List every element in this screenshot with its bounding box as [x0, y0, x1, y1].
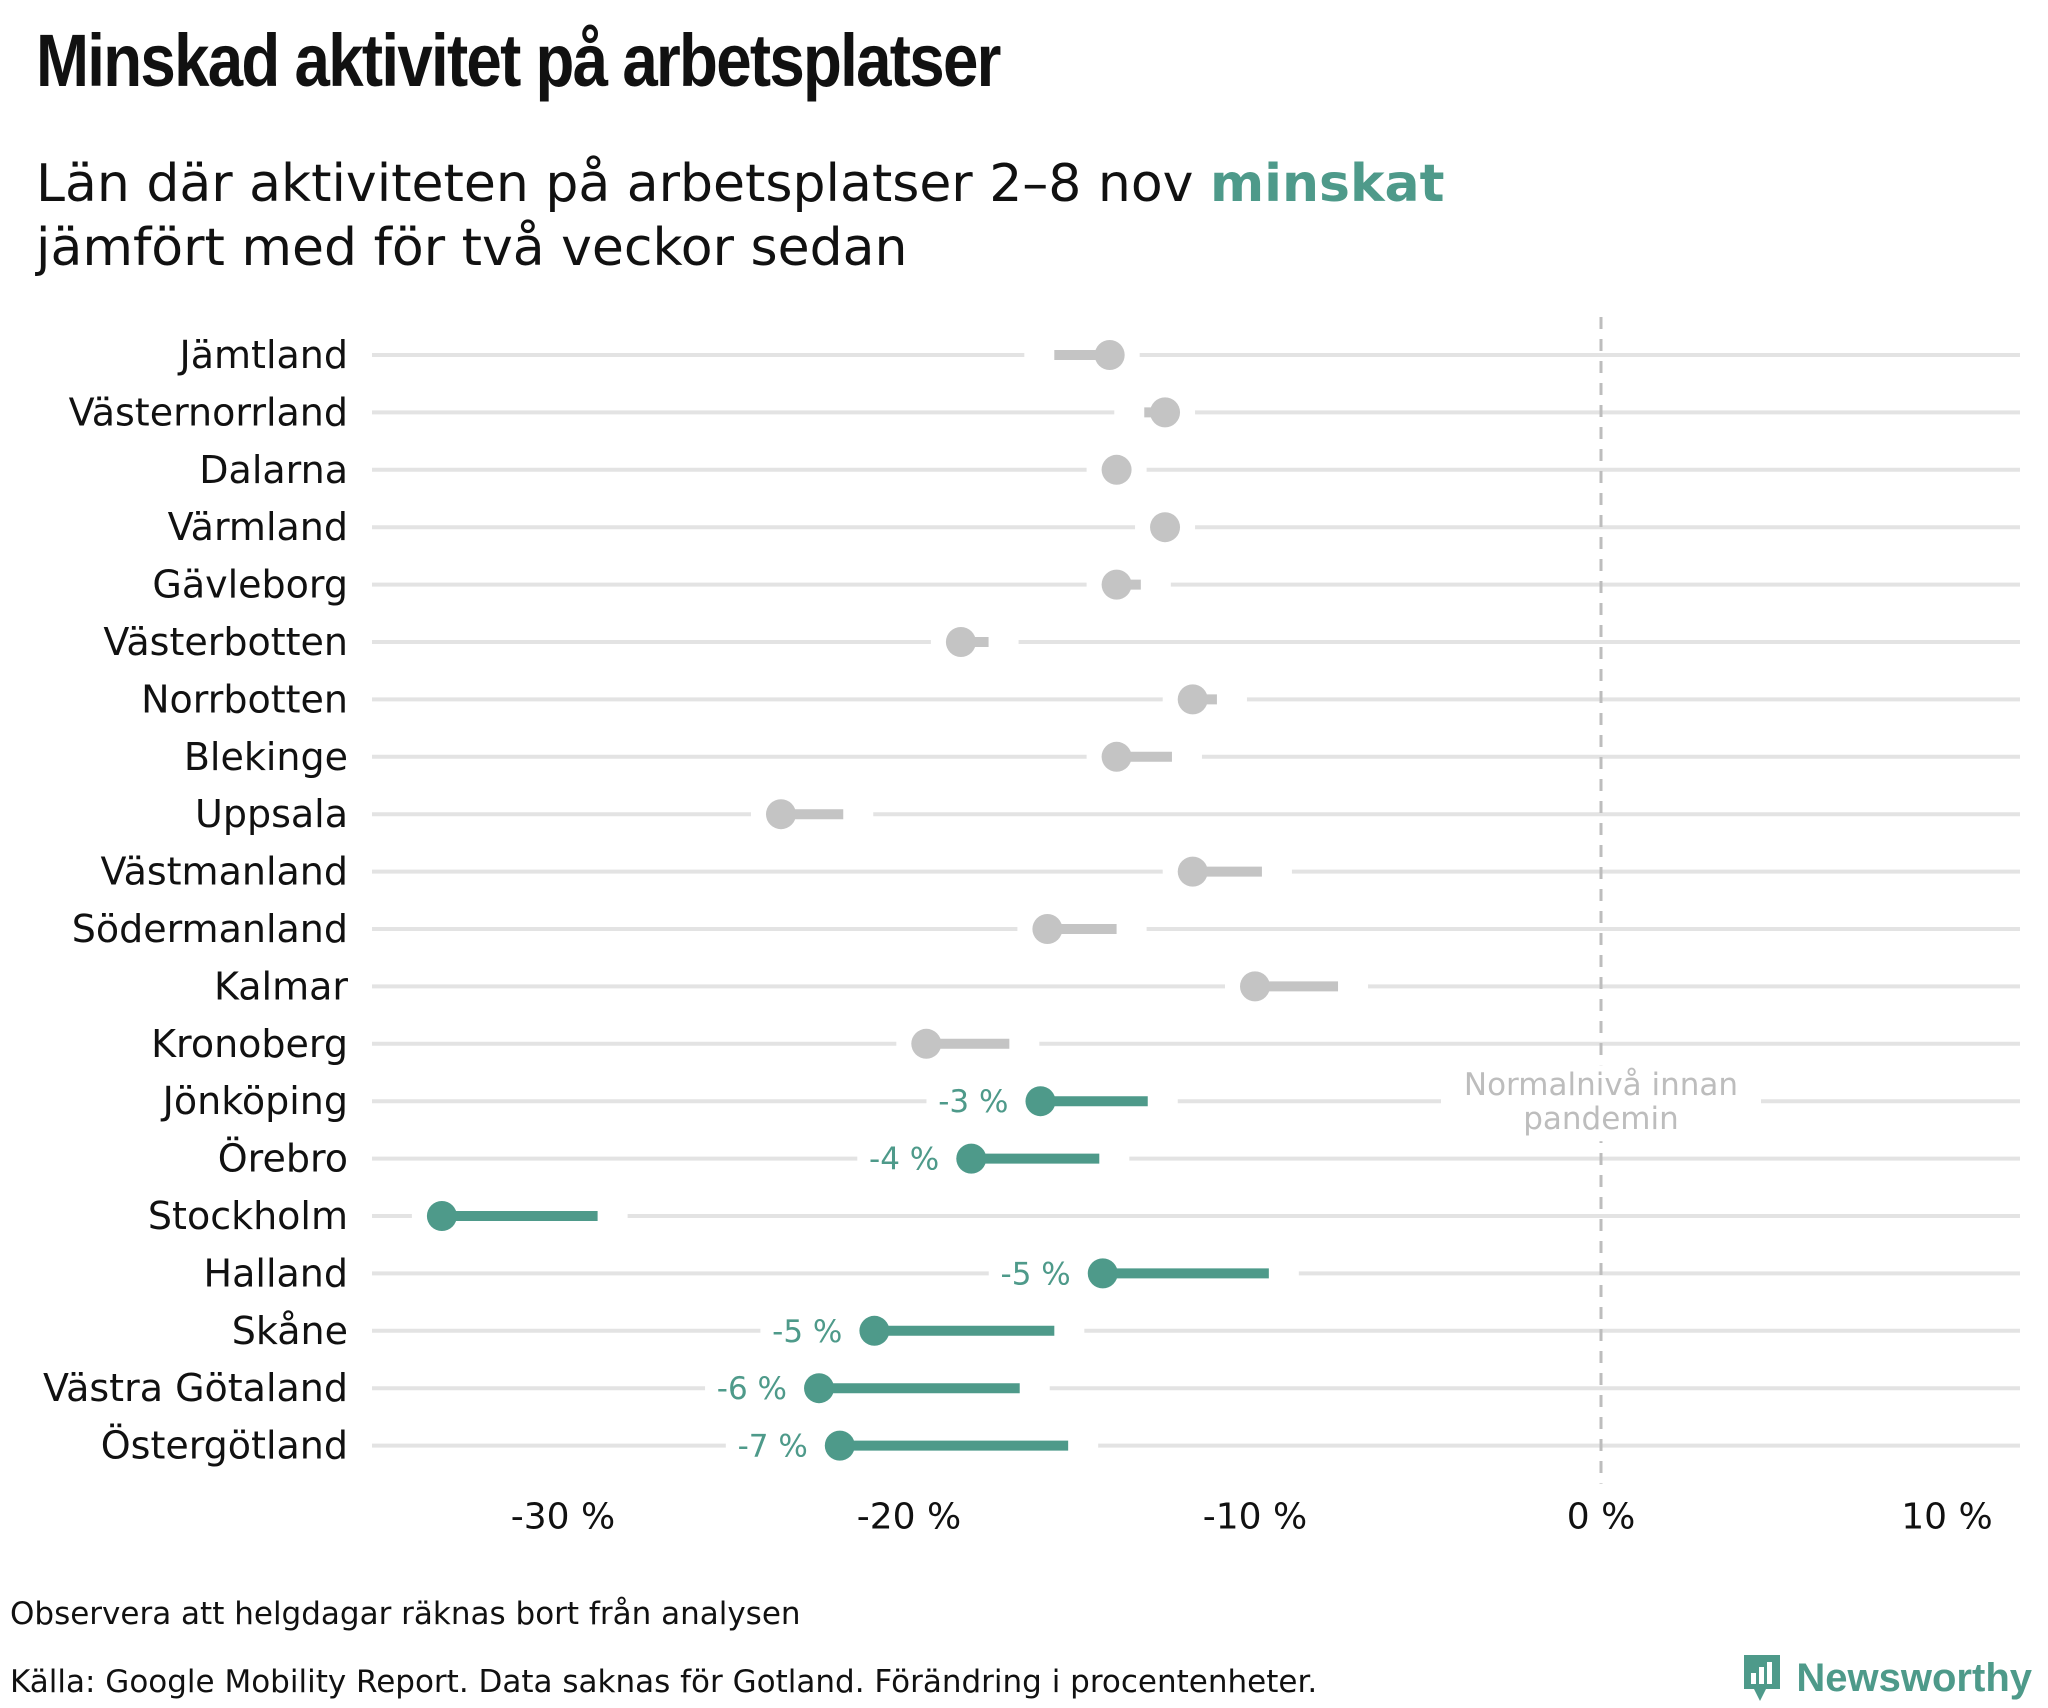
brand-logo: Newsworthy [1740, 1648, 2032, 1708]
row-label-Södermanland: Södermanland [72, 907, 348, 951]
x-tick-label: 0 % [1567, 1497, 1636, 1538]
dot-Kalmar [1240, 971, 1270, 1002]
x-tick-label: -20 % [857, 1497, 961, 1538]
row-label-Västernorrland: Västernorrland [69, 390, 348, 434]
row-label-Gävleborg: Gävleborg [152, 563, 348, 607]
dot-Västra Götaland [804, 1373, 835, 1404]
row-label-Halland: Halland [204, 1251, 348, 1295]
dot-Uppsala [765, 799, 796, 830]
value-label-bg [760, 1310, 849, 1351]
value-label-Halland: -5 % [1001, 1256, 1071, 1292]
row-label-Västmanland: Västmanland [101, 850, 348, 894]
value-label-Skåne: -5 % [772, 1314, 842, 1350]
row-label-Kronoberg: Kronoberg [151, 1022, 348, 1066]
dot-Jämtland [1094, 340, 1125, 370]
row-label-Skåne: Skåne [232, 1309, 348, 1353]
dot-Värmland [1150, 512, 1181, 543]
bars: -3 % -4 % -5 % -5 % -6 % -7 % [411, 340, 1369, 1466]
x-tick-label: -30 % [511, 1497, 615, 1538]
value-label-bg [988, 1253, 1077, 1294]
reference-label: pandemin [1523, 1101, 1679, 1137]
dot-Blekinge [1101, 741, 1132, 772]
dot-Södermanland [1032, 914, 1063, 944]
value-label-bg [705, 1368, 794, 1409]
row-label-Blekinge: Blekinge [184, 735, 348, 779]
row-label-Jämtland: Jämtland [178, 333, 348, 377]
row-label-Norrbotten: Norrbotten [141, 677, 348, 721]
dot-Västernorrland [1150, 397, 1181, 428]
x-tick-label: 10 % [1901, 1497, 1992, 1538]
dot-Kronoberg [911, 1028, 942, 1059]
dot-Östergötland [824, 1430, 855, 1461]
gridlines [372, 353, 2020, 1448]
dot-Västmanland [1177, 856, 1208, 887]
dot-Halland [1087, 1258, 1118, 1289]
newsworthy-logo-icon [1744, 1655, 1781, 1701]
source-note: Källa: Google Mobility Report. Data sakn… [10, 1664, 1318, 1700]
subtitle-text: Län där aktiviteten på arbetsplatser 2–8… [36, 154, 1210, 214]
row-label-Jönköping: Jönköping [161, 1079, 348, 1123]
dot-Gävleborg [1101, 569, 1132, 600]
subtitle-highlight: minskat [1210, 154, 1445, 214]
row-label-Stockholm: Stockholm [148, 1194, 348, 1238]
x-axis: -30 % -20 % -10 % 0 % 10 % [511, 1497, 1993, 1538]
value-label-Östergötland: -7 % [738, 1429, 808, 1465]
chart-subtitle: Län där aktiviteten på arbetsplatser 2–8… [36, 152, 1445, 280]
reference-label: Normalnivå innan [1464, 1067, 1738, 1103]
dot-Stockholm [426, 1201, 457, 1231]
row-label-Västra Götaland: Västra Götaland [43, 1366, 348, 1410]
row-label-Värmland: Värmland [168, 505, 348, 549]
value-label-bg [725, 1425, 814, 1466]
row-labels: Jämtland Västernorrland Dalarna Värmland Gäv… [43, 333, 348, 1468]
chart-title: Minskad aktivitet på arbetsplatser [36, 19, 1001, 102]
value-label-Örebro: -4 % [869, 1142, 939, 1178]
row-label-Västerbotten: Västerbotten [103, 620, 348, 664]
dot-Dalarna [1101, 454, 1132, 485]
value-label-bg [926, 1081, 1015, 1122]
dot-Örebro [956, 1143, 987, 1174]
value-label-bg [857, 1138, 946, 1179]
x-tick-label: -10 % [1203, 1497, 1307, 1538]
dot-Västerbotten [945, 627, 976, 657]
row-label-Örebro: Örebro [218, 1137, 348, 1181]
value-label-Jönköping: -3 % [938, 1084, 1008, 1120]
row-label-Dalarna: Dalarna [199, 448, 348, 492]
row-label-Uppsala: Uppsala [195, 792, 348, 836]
reference-label-bg [1441, 1065, 1761, 1142]
footnote: Observera att helgdagar räknas bort från… [10, 1596, 801, 1632]
row-label-Östergötland: Östergötland [101, 1424, 348, 1468]
dot-Norrbotten [1177, 684, 1208, 715]
brand-name: Newsworthy [1796, 1655, 2032, 1700]
dot-Jönköping [1025, 1086, 1056, 1117]
row-label-Kalmar: Kalmar [214, 964, 348, 1008]
value-label-Västra Götaland: -6 % [717, 1371, 787, 1407]
dot-Skåne [859, 1315, 890, 1346]
subtitle-line-2: jämfört med för två veckor sedan [36, 218, 908, 278]
subtitle-line-1: Län där aktiviteten på arbetsplatser 2–8… [36, 152, 1445, 216]
